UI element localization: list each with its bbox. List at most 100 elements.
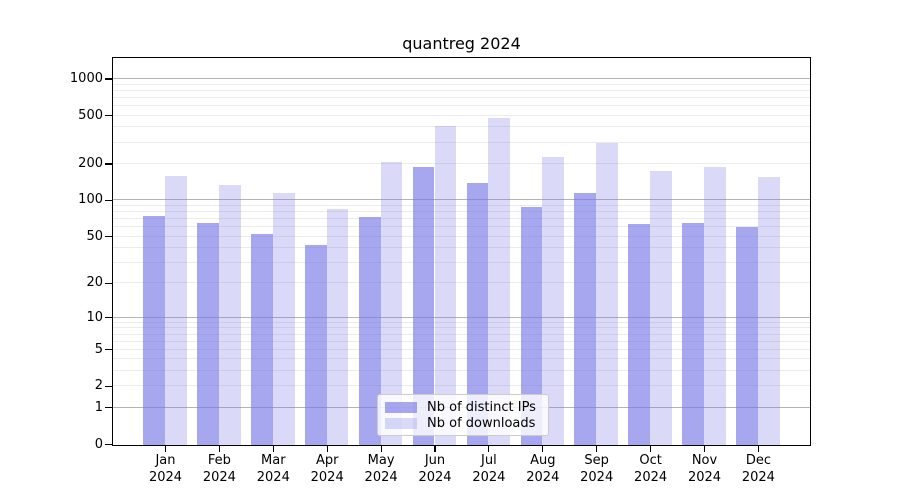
bar-nov-distinct-ips [682,222,704,445]
minor-gridline [113,114,810,116]
bar-feb-distinct-ips [197,223,219,445]
y-tick [105,407,112,409]
minor-gridline [113,89,810,91]
minor-gridline [113,211,810,213]
x-tick-label: Nov 2024 [687,453,722,485]
minor-gridline [113,327,810,329]
legend: Nb of distinct IPs Nb of downloads [377,394,549,436]
minor-gridline [113,333,810,335]
x-tick-label: Jul 2024 [472,453,506,485]
chart-title: quantreg 2024 [402,34,521,53]
x-tick [380,446,382,452]
minor-gridline [113,370,810,372]
bar-apr-downloads [326,209,349,445]
minor-gridline [113,261,810,263]
bar-jan-downloads [165,176,187,445]
x-tick [542,446,544,452]
bar-jul-distinct-ips [466,182,489,445]
legend-swatch-distinct-ips [385,401,417,413]
y-tick-label: 100 [78,192,103,208]
y-tick [105,163,112,165]
bar-jun-downloads [434,126,457,445]
x-tick-label: Sep 2024 [580,453,614,485]
bar-sep-distinct-ips [574,193,597,445]
bar-oct-downloads [650,170,672,445]
y-tick [105,115,112,117]
x-tick-label: Aug 2024 [526,453,560,485]
x-tick [488,446,490,452]
bar-dec-distinct-ips [736,226,758,445]
bar-aug-downloads [542,157,565,445]
bar-feb-downloads [218,184,241,445]
x-tick-label: Jan 2024 [148,453,183,485]
y-tick [105,78,112,80]
minor-gridline [113,247,810,249]
bar-jul-downloads [488,118,511,445]
bar-jan-distinct-ips [143,215,165,445]
x-tick [703,446,706,452]
y-tick [105,385,112,387]
x-tick [164,446,167,452]
major-gridline [113,199,810,201]
y-tick [105,443,112,446]
minor-gridline [113,204,810,206]
bar-may-distinct-ips [358,216,381,445]
bar-mar-distinct-ips [251,234,273,445]
x-tick [272,446,274,452]
x-tick-label: Oct 2024 [634,453,668,485]
minor-gridline [113,358,810,360]
minor-gridline [113,235,810,237]
y-tick-label: 500 [78,107,103,123]
y-tick [105,282,112,285]
bar-nov-downloads [704,166,726,445]
minor-gridline [113,126,810,128]
y-tick-label: 0 [94,436,103,452]
legend-label-downloads: Nb of downloads [427,415,536,431]
bar-jun-distinct-ips [412,166,435,445]
major-gridline [113,316,810,318]
legend-label-distinct-ips: Nb of distinct IPs [427,399,536,415]
bar-aug-distinct-ips [520,207,543,445]
bar-mar-downloads [272,192,295,445]
x-tick-label: Feb 2024 [202,453,236,485]
minor-gridline [113,218,810,220]
legend-item-distinct-ips: Nb of distinct IPs [385,400,539,415]
x-tick-label: Dec 2024 [741,453,775,485]
x-tick [326,446,328,452]
minor-gridline [113,321,810,323]
legend-item-downloads: Nb of downloads [385,416,539,431]
major-gridline [113,78,810,80]
x-tick [434,446,436,452]
y-tick-label: 10 [86,309,103,325]
minor-gridline [113,162,810,164]
y-tick-label: 20 [86,275,103,291]
y-tick-label: 2 [94,378,103,394]
minor-gridline [113,96,810,98]
minor-gridline [113,226,810,228]
x-tick-label: Jun 2024 [418,453,452,485]
y-tick-label: 200 [78,155,103,171]
minor-gridline [113,282,810,284]
x-tick [650,446,652,452]
y-tick-label: 1 [94,399,103,415]
minor-gridline [113,348,810,350]
minor-gridline [113,385,810,387]
x-tick [218,446,220,452]
plot-area: Nb of distinct IPs Nb of downloads [112,57,811,446]
y-tick [105,199,112,201]
y-tick-label: 50 [86,228,103,244]
y-tick [105,349,112,351]
minor-gridline [113,340,810,342]
y-tick-label: 5 [94,341,103,357]
minor-gridline [113,105,810,107]
x-tick-label: Mar 2024 [256,453,290,485]
x-tick [596,446,598,452]
x-tick-label: Apr 2024 [310,453,344,485]
bar-oct-distinct-ips [628,224,651,445]
bar-apr-distinct-ips [304,244,327,445]
bar-may-downloads [380,161,403,445]
bar-sep-downloads [596,142,618,445]
x-tick-label: May 2024 [364,453,398,485]
y-tick [105,317,112,319]
